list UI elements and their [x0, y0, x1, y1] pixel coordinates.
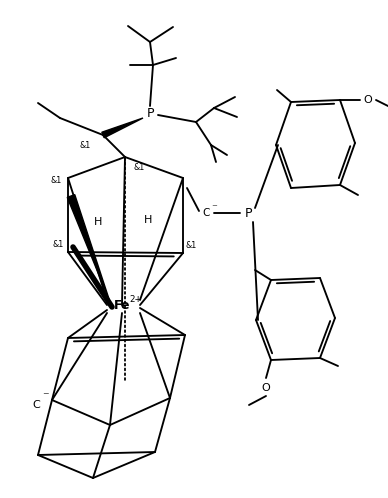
Text: ⁻: ⁻ [211, 203, 217, 213]
Text: 2+: 2+ [130, 294, 142, 303]
Text: &1: &1 [50, 175, 62, 184]
Text: &1: &1 [52, 240, 64, 249]
Polygon shape [102, 118, 143, 138]
Text: Fe: Fe [114, 298, 130, 312]
Text: P: P [146, 107, 154, 120]
Text: P: P [244, 207, 252, 220]
Text: C: C [32, 400, 40, 410]
Text: C: C [202, 208, 210, 218]
Text: O: O [262, 383, 270, 393]
Text: ⁻: ⁻ [42, 390, 48, 403]
Text: H: H [94, 217, 102, 227]
Text: &1: &1 [80, 140, 91, 149]
Text: H: H [144, 215, 152, 225]
Polygon shape [67, 195, 110, 302]
Text: &1: &1 [185, 241, 197, 249]
Text: O: O [364, 95, 372, 105]
Text: &1: &1 [133, 162, 145, 171]
